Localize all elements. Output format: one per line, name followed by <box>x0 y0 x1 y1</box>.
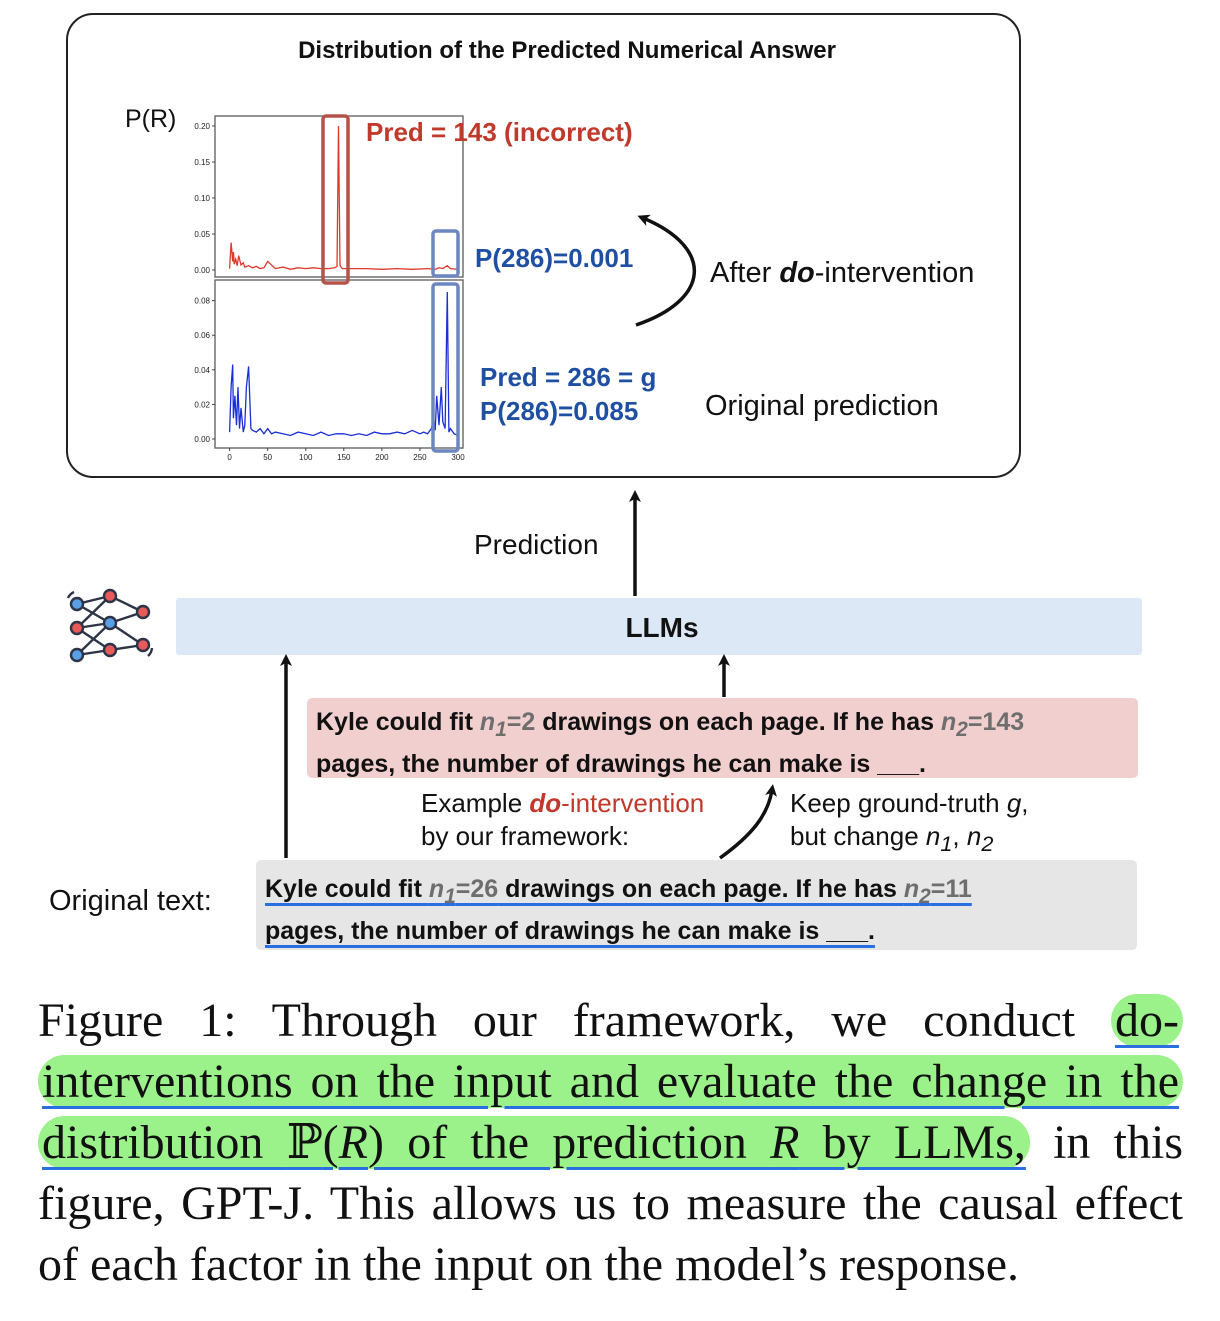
keep-note: Keep ground-truth g, but change n1, n2 <box>790 787 1120 860</box>
example-note-line1: Example do-intervention <box>421 788 705 818</box>
x-tick-label: 200 <box>375 453 389 462</box>
bottom-x-ticks: 0 50 100 150 200 250 300 <box>227 448 465 462</box>
y-tick-label: 0.04 <box>194 366 210 375</box>
distribution-panel <box>66 13 1021 478</box>
x-tick-label: 0 <box>227 453 232 462</box>
original-prompt-text: Kyle could fit n1=26 drawings on each pa… <box>265 872 1135 949</box>
prediction-label: Prediction <box>474 529 599 560</box>
y-tick-label: 0.00 <box>194 266 210 275</box>
intervened-prompt-line1: Kyle could fit n1=2 drawings on each pag… <box>316 708 1025 741</box>
y-tick-label: 0.15 <box>194 158 210 167</box>
bottom-series-line <box>228 291 459 437</box>
y-tick-label: 0.05 <box>194 230 210 239</box>
x-tick-label: 250 <box>413 453 427 462</box>
y-tick-label: 0.20 <box>194 122 210 131</box>
bottom-prob-annotation: P(286)=0.085 <box>480 396 638 426</box>
after-intervention-label: After do-intervention <box>710 257 974 289</box>
keep-note-line1: Keep ground-truth g, <box>790 788 1029 818</box>
x-tick-label: 50 <box>263 453 272 462</box>
pred-143-highlight-box <box>321 114 350 285</box>
original-prompt-box <box>256 860 1137 950</box>
x-tick-label: 150 <box>337 453 351 462</box>
example-note: Example do-intervention by our framework… <box>421 787 741 853</box>
bottom-chart-frame <box>214 279 464 449</box>
example-note-line2: by our framework: <box>421 821 630 851</box>
keep-note-line2: but change n1, n2 <box>790 821 994 857</box>
bottom-y-ticks: 0.00 0.02 0.04 0.06 0.08 <box>194 297 215 444</box>
top-series-line <box>228 125 459 270</box>
top-prob-annotation: P(286)=0.001 <box>475 243 633 273</box>
bottom-286-highlight-box <box>431 282 460 453</box>
llm-label: LLMs <box>625 612 698 643</box>
y-tick-label: 0.06 <box>194 331 210 340</box>
panel-title: Distribution of the Predicted Numerical … <box>298 37 836 64</box>
original-prompt-line1: Kyle could fit n1=26 drawings on each pa… <box>265 875 972 908</box>
bottom-pred-annotation: Pred = 286 = g <box>480 362 656 392</box>
y-tick-label: 0.02 <box>194 400 210 409</box>
y-axis-label: P(R) <box>125 105 176 133</box>
figure-caption: Figure 1: Through our framework, we cond… <box>38 994 1184 1291</box>
after-intervention-arrow <box>635 214 697 327</box>
neural-network-icon <box>66 588 154 663</box>
original-prompt-line2: pages, the number of drawings he can mak… <box>265 917 875 945</box>
figure-diagram: Distribution of the Predicted Numerical … <box>49 13 1142 950</box>
y-tick-label: 0.08 <box>194 297 210 306</box>
original-prediction-label: Original prediction <box>705 390 939 422</box>
intervened-prompt-text: Kyle could fit n1=2 drawings on each pag… <box>316 705 1136 782</box>
intervened-prompt-box <box>307 698 1138 778</box>
top-pred-annotation: Pred = 143 (incorrect) <box>366 117 633 147</box>
intervened-prompt-line2: pages, the number of drawings he can mak… <box>316 750 926 778</box>
y-tick-label: 0.00 <box>194 435 210 444</box>
x-tick-label: 100 <box>299 453 313 462</box>
intervention-arrow <box>718 784 777 860</box>
y-tick-label: 0.10 <box>194 194 210 203</box>
llm-bar <box>176 598 1142 655</box>
x-tick-label: 300 <box>451 453 465 462</box>
top-y-ticks: 0.00 0.05 0.10 0.15 0.20 <box>194 122 215 275</box>
top-286-highlight-box <box>431 229 460 278</box>
original-text-label: Original text: <box>49 885 212 917</box>
